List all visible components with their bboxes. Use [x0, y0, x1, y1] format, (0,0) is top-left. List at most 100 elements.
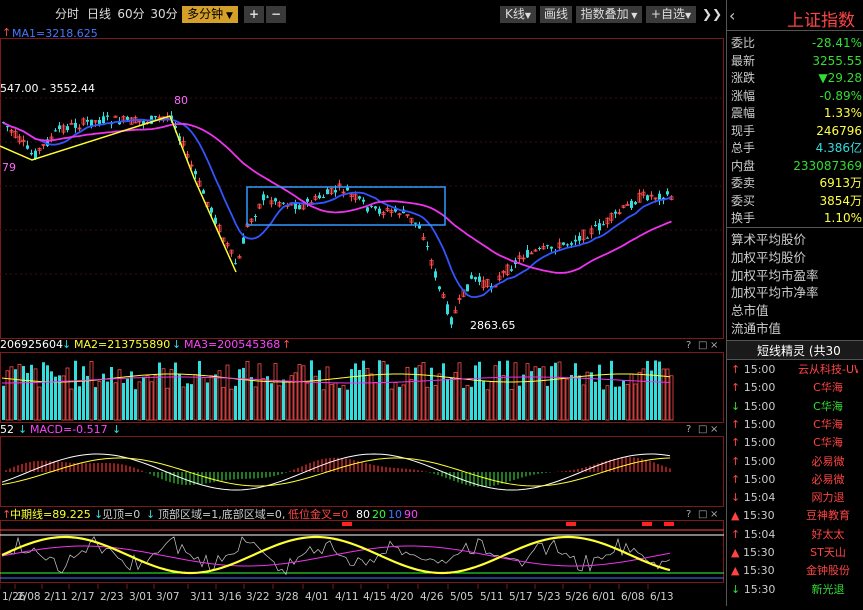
news-item[interactable]: ▲ 15:30 豆神教育	[727, 507, 863, 525]
draw-button[interactable]: 画线	[540, 6, 572, 23]
news-item[interactable]: ↑ 15:00 必易微	[727, 471, 863, 489]
dif-line	[1, 453, 671, 491]
zoom-out-button[interactable]: −	[266, 6, 286, 23]
volume-bar	[433, 385, 438, 421]
candle-body	[81, 118, 86, 125]
candle-body	[501, 271, 506, 274]
candle-body	[237, 255, 242, 259]
index-title: 上证指数	[787, 11, 855, 31]
news-item[interactable]: ↑ 15:00 C华海	[727, 416, 863, 434]
x-tick-label: 5/17	[509, 591, 533, 603]
maximize-icon[interactable]: □	[698, 340, 707, 351]
candle-body	[249, 218, 254, 222]
volume-bar	[273, 363, 278, 421]
news-item[interactable]: ▲ 15:30 ST天山	[727, 544, 863, 562]
indicator-slow-line	[1, 545, 671, 567]
volume-bar	[493, 365, 498, 421]
back-chevron-icon[interactable]: ‹	[729, 6, 736, 25]
candle-body	[594, 224, 597, 227]
kline-button[interactable]: K线▼	[500, 6, 536, 23]
ma1-label: MA1=3218.625	[12, 28, 98, 40]
add-watchlist-button[interactable]: +自选▼	[646, 6, 696, 23]
candle-body	[21, 139, 26, 142]
close-icon[interactable]: ×	[710, 509, 718, 520]
candle-body	[274, 198, 277, 202]
volume-bar	[26, 373, 29, 420]
quote-row: 最新 3255.55	[727, 52, 863, 70]
news-item[interactable]: ↑ 15:00 云从科技-UW	[727, 361, 863, 379]
tab-60min[interactable]: 60分	[117, 7, 145, 21]
volume-bar	[181, 386, 186, 421]
quote-row: 换手 1.10%	[727, 209, 863, 227]
zoom-in-button[interactable]: +	[244, 6, 264, 23]
consolidation-box[interactable]	[246, 186, 446, 226]
volume-bar	[214, 374, 217, 420]
x-tick-label: 6/13	[650, 591, 674, 603]
kline-charts-svg[interactable]: ↑ MA1=3218.625 547.00 - 3552.44 80 79 28…	[0, 26, 724, 606]
news-stock-name: 金钟股份	[806, 564, 850, 578]
news-arrow-icon: ↓ 15:00	[731, 399, 776, 413]
news-item[interactable]: ↓ 15:00 C华海	[727, 398, 863, 416]
vol-ma2-line	[1, 373, 671, 383]
news-stock-name: C华海	[813, 417, 843, 431]
candle-body	[257, 203, 262, 209]
volume-bar	[425, 386, 430, 421]
trough-label: 79	[2, 161, 16, 174]
news-item[interactable]: ↓ 15:30 新光退	[727, 581, 863, 599]
news-item[interactable]: ↑ 15:00 C华海	[727, 434, 863, 452]
volume-bar	[137, 381, 142, 421]
vol-ma3-label: MA3=200545368	[184, 338, 280, 351]
extra-label: 流通市值	[731, 321, 782, 336]
candle-body	[353, 194, 358, 200]
volume-bar	[393, 382, 398, 421]
close-icon[interactable]: ×	[710, 340, 718, 351]
candle-body	[394, 207, 397, 212]
news-time: 15:30	[742, 546, 775, 559]
candle-body	[142, 121, 145, 124]
news-arrow-icon: ↑ 15:00	[731, 454, 776, 468]
tab-multi-minute[interactable]: 多分钟 ▼	[182, 6, 238, 23]
maximize-icon[interactable]: □	[698, 424, 707, 435]
news-item[interactable]: ↑ 15:00 C华海	[727, 379, 863, 397]
volume-bar	[470, 386, 473, 420]
tab-intraday[interactable]: 分时	[54, 7, 79, 21]
extra-row: 总市值	[727, 302, 863, 320]
volume-bar	[122, 382, 125, 420]
close-icon[interactable]: ×	[710, 424, 718, 435]
news-header[interactable]: 短线精灵 (共30	[727, 340, 863, 360]
volume-bar	[30, 364, 33, 420]
candle-body	[93, 120, 98, 123]
candle-body	[434, 271, 437, 278]
candle-body	[546, 245, 549, 247]
volume-bar	[209, 375, 214, 421]
candle-body	[358, 196, 361, 199]
help-icon[interactable]: ?	[686, 424, 691, 435]
volume-bar	[338, 387, 341, 420]
news-time: 15:04	[743, 491, 776, 505]
candle-body	[197, 180, 202, 187]
tab-daily[interactable]: 日线	[86, 7, 111, 21]
news-item[interactable]: ↑ 15:00 必易微	[727, 453, 863, 471]
mid-line-label: 中期线=89.225	[10, 507, 91, 521]
x-tick-label: 4/26	[420, 591, 444, 603]
main-chart-frame	[0, 38, 724, 339]
tab-30min[interactable]: 30分	[150, 7, 178, 21]
help-icon[interactable]: ?	[686, 509, 691, 520]
volume-bar	[594, 381, 597, 420]
x-tick-label: 6/01	[592, 591, 616, 603]
news-item[interactable]: ↑ 15:04 好太太	[727, 526, 863, 544]
news-item[interactable]: ▲ 15:30 金钟股份	[727, 562, 863, 580]
volume-bar	[234, 385, 237, 420]
maximize-icon[interactable]: □	[698, 509, 707, 520]
candle-body	[550, 246, 553, 249]
chevron-down-icon: ▼	[628, 11, 638, 20]
x-tick-label: 4/11	[335, 591, 359, 603]
volume-bar	[245, 360, 250, 421]
collapse-panel-icon[interactable]: ❯❯	[702, 7, 723, 21]
candle-body	[174, 125, 177, 128]
index-overlay-button[interactable]: 指数叠加 ▼	[576, 6, 642, 23]
volume-bar	[625, 384, 630, 421]
news-item[interactable]: ↓ 15:04 网力退	[727, 489, 863, 507]
volume-bar	[453, 372, 458, 421]
help-icon[interactable]: ?	[686, 340, 691, 351]
